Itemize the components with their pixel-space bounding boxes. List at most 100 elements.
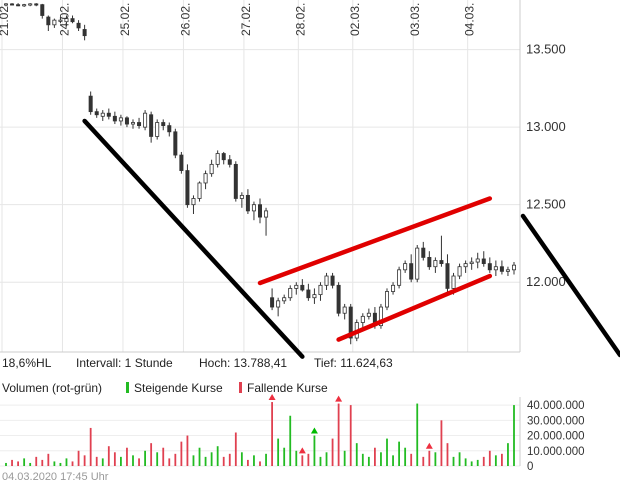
volume-bar — [428, 450, 431, 466]
volume-bar — [434, 452, 437, 466]
volume-bar — [446, 443, 449, 466]
candle-body — [4, 3, 9, 6]
candle — [251, 201, 256, 221]
candle — [282, 294, 287, 304]
candle — [391, 282, 396, 295]
volume-bar — [240, 452, 243, 466]
candle-body — [469, 261, 474, 265]
volume-bar — [132, 455, 134, 466]
candle — [52, 18, 57, 28]
candle-body — [391, 284, 396, 292]
volume-bar — [259, 461, 261, 466]
volume-markers — [268, 394, 433, 454]
candle-body — [239, 194, 244, 199]
candle-body — [306, 289, 311, 299]
candle-body — [427, 257, 432, 268]
interval-label: Intervall: 1 Stunde — [76, 356, 173, 370]
candle-body — [415, 247, 420, 280]
volume-legend: Volumen (rot-grün) Steigende Kurse Falle… — [2, 381, 328, 395]
candle — [124, 116, 129, 128]
candle-body — [512, 264, 517, 271]
candle — [10, 3, 15, 6]
info-bar: 18,6%HL Intervall: 1 Stunde Hoch: 13.788… — [2, 356, 393, 370]
volume-bar — [210, 452, 213, 466]
candle — [397, 266, 402, 289]
candle — [505, 266, 510, 277]
candle-body — [112, 115, 117, 122]
candle-body — [58, 19, 63, 22]
volume-marker-arrow — [425, 442, 433, 449]
candle-body — [100, 112, 105, 117]
candle-body — [451, 275, 456, 289]
volume-tick-label: 10.000.000 — [527, 446, 585, 458]
volume-bar — [488, 450, 491, 466]
candle — [22, 3, 27, 7]
volume-tick-label: 20.000.000 — [527, 431, 585, 443]
volume-bar — [71, 461, 74, 466]
volume-bar — [355, 443, 358, 466]
candle-body — [215, 153, 220, 165]
candle — [294, 282, 299, 295]
candle — [70, 15, 75, 24]
volume-bar — [162, 447, 165, 466]
volume-bar — [29, 462, 32, 466]
volume-bar — [319, 456, 322, 466]
volume-bar — [89, 427, 92, 466]
candle — [264, 207, 269, 236]
candle-body — [70, 18, 75, 23]
candle — [161, 119, 166, 131]
candle-body — [106, 112, 111, 117]
volume-bar — [198, 447, 201, 466]
candle — [318, 282, 323, 301]
candle-body — [233, 163, 238, 199]
candle-body — [197, 182, 202, 199]
rising-legend-swatch — [126, 382, 129, 393]
candle-body — [360, 315, 365, 323]
candle-body — [505, 269, 510, 272]
candle — [493, 260, 498, 277]
candle — [203, 170, 208, 190]
volume-bar — [17, 461, 19, 466]
candle — [481, 251, 486, 267]
candle — [239, 192, 244, 208]
candle — [457, 263, 462, 280]
volume-bar — [476, 459, 479, 466]
candle — [276, 297, 281, 317]
volume-bar — [470, 461, 473, 466]
candle — [4, 3, 9, 7]
price-plot-background — [0, 0, 520, 352]
price-grid — [0, 0, 521, 353]
candle-body — [161, 122, 166, 127]
candle-body — [475, 258, 480, 263]
candle-body — [276, 300, 281, 308]
volume-bar — [65, 458, 68, 466]
volume-bar — [53, 461, 56, 466]
candle-body — [185, 170, 190, 206]
candle-body — [397, 269, 402, 286]
volume-bar — [11, 459, 13, 466]
volume-bar — [464, 458, 467, 466]
date-tick-label: 27.02. — [239, 3, 253, 36]
candle — [76, 20, 81, 32]
volume-bar — [422, 456, 425, 466]
price-axis: 13.500 13.000 12.500 12.000 — [526, 42, 566, 290]
candle-series — [4, 3, 517, 345]
candle — [167, 122, 172, 137]
volume-bar — [501, 453, 503, 466]
volume-bar — [301, 455, 304, 466]
volume-bar — [168, 458, 171, 466]
trendline-extension — [520, 213, 620, 358]
volume-bar — [416, 403, 419, 466]
candle — [112, 111, 117, 125]
volume-bar — [271, 402, 273, 466]
candle-body — [264, 210, 269, 218]
volume-bar — [253, 455, 255, 466]
candle-body — [203, 173, 208, 184]
candle — [433, 257, 438, 273]
volume-bar — [41, 459, 44, 466]
candle — [173, 128, 178, 159]
candle-body — [191, 198, 196, 206]
volume-bar — [337, 403, 340, 466]
candle — [306, 283, 311, 301]
volume-bar — [204, 456, 207, 466]
